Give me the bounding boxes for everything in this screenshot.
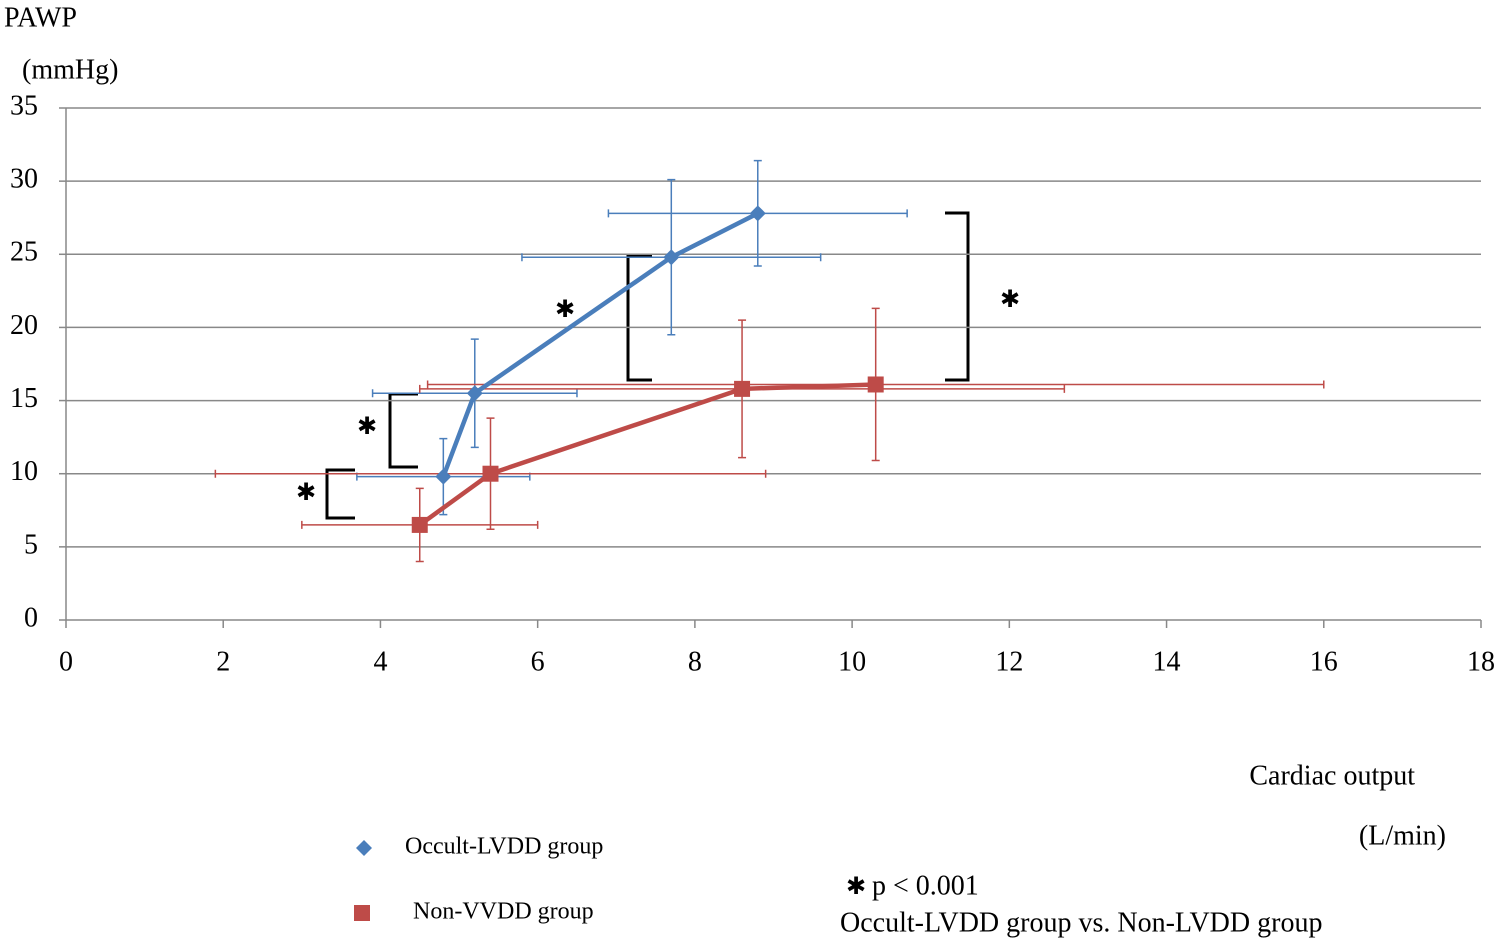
x-tick-label: 16: [1310, 646, 1338, 677]
note-marker: ✱: [846, 872, 866, 900]
marker: [867, 376, 884, 393]
x-axis-label: Cardiac output: [1249, 760, 1415, 791]
y-tick-label: 15: [10, 383, 38, 414]
bracket: [945, 211, 970, 382]
x-tick-label: 12: [995, 646, 1023, 677]
marker: [411, 516, 428, 533]
marker: [354, 905, 370, 921]
marker: [356, 840, 372, 856]
y-tick-label: 35: [10, 90, 38, 121]
marker: [482, 465, 499, 482]
y-tick-label: 5: [24, 529, 38, 560]
x-tick-label: 14: [1153, 646, 1181, 677]
bracket: [626, 254, 652, 382]
note: Occult-LVDD group vs. Non-LVDD group: [840, 907, 1322, 938]
x-tick-label: 10: [838, 646, 866, 677]
marker: [734, 380, 751, 397]
marker: [663, 249, 680, 266]
bracket: [388, 392, 418, 469]
marker: [435, 468, 452, 485]
series-line: [441, 211, 759, 478]
marker: [749, 205, 766, 222]
x-axis-unit: (L/min): [1359, 820, 1446, 851]
y-tick-label: 20: [10, 310, 38, 341]
significance-brackets: [325, 211, 970, 520]
series-line: [418, 382, 876, 527]
x-tick-label: 4: [373, 646, 387, 677]
significance-marker: ✱: [296, 478, 316, 506]
y-axis-label: PAWP: [4, 2, 77, 33]
x-tick-label: 6: [531, 646, 545, 677]
significance-marker: ✱: [357, 412, 377, 440]
note: p < 0.001: [872, 870, 979, 901]
y-tick-label: 25: [10, 237, 38, 268]
marker: [466, 385, 483, 402]
x-tick-label: 2: [216, 646, 230, 677]
y-axis-unit: (mmHg): [22, 54, 118, 85]
significance-marker: ✱: [555, 295, 575, 323]
bracket: [325, 468, 355, 520]
x-tick-label: 18: [1467, 646, 1495, 677]
significance-marker: ✱: [1000, 285, 1020, 313]
y-tick-label: 10: [10, 456, 38, 487]
x-tick-label: 8: [688, 646, 702, 677]
legend-label: Non-VVDD group: [413, 899, 594, 925]
x-tick-label: 0: [59, 646, 73, 677]
legend-label: Occult-LVDD group: [405, 834, 603, 860]
y-tick-label: 0: [24, 602, 38, 633]
y-tick-label: 30: [10, 164, 38, 195]
